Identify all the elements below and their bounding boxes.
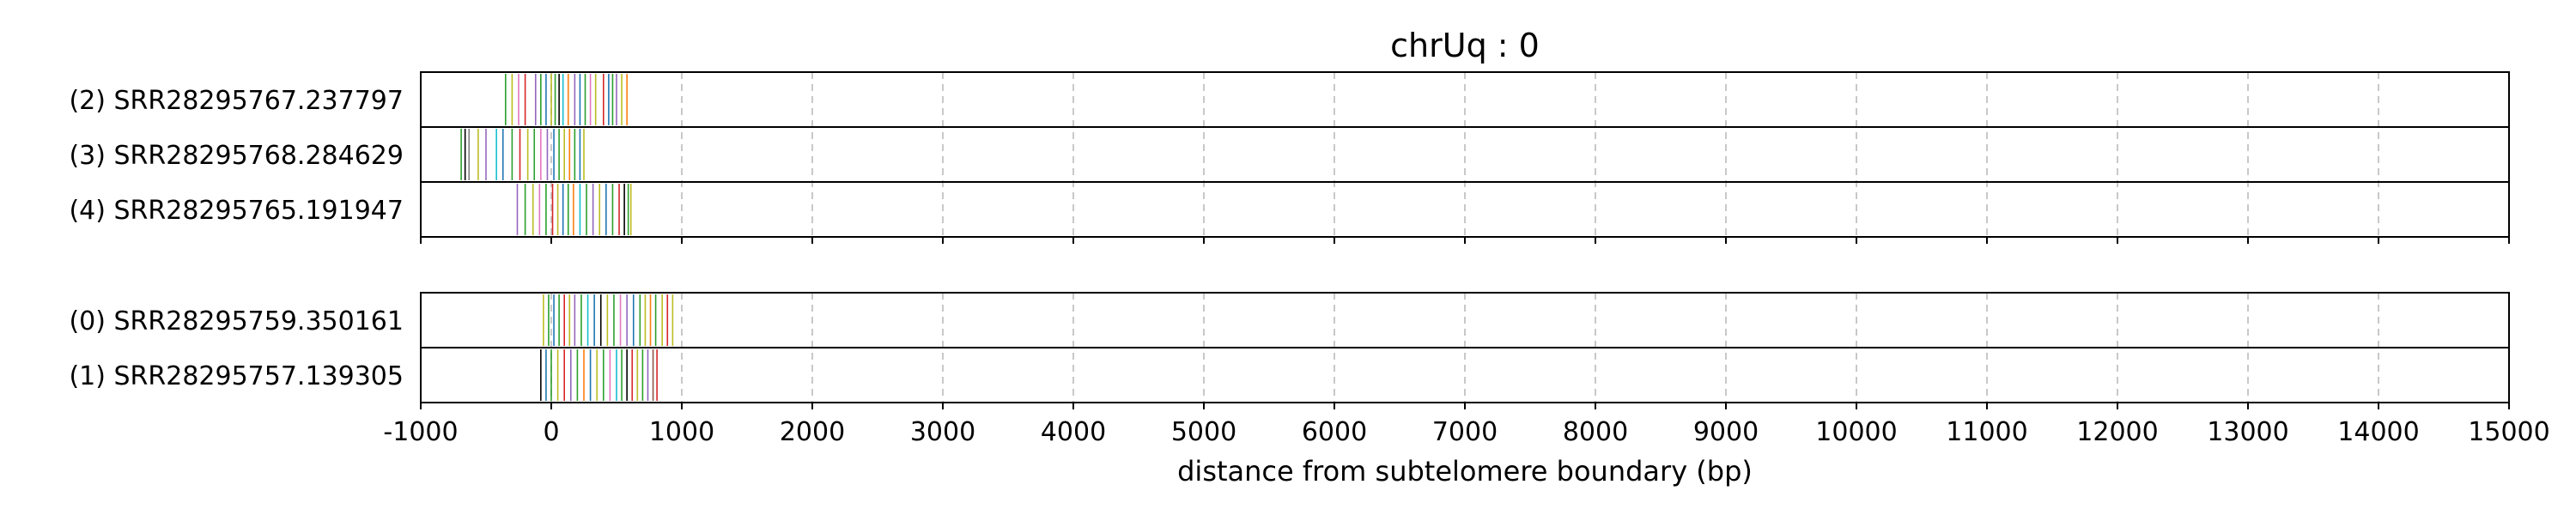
x-tick-label: 1000 [649,417,714,447]
read-label: (2) SRR28295767.237797 [69,86,404,116]
x-tick-label: -1000 [383,417,458,447]
x-tick-label: 2000 [780,417,845,447]
read-label: (1) SRR28295757.139305 [69,361,404,391]
x-tick-label: 10000 [1815,417,1897,447]
x-axis: -1000 0 1000 2000 3000 4000 5000 6000 7000 8000 90… [383,417,2549,447]
x-tick-label: 6000 [1302,417,1367,447]
x-tick-label: 0 [543,417,559,447]
read-label: (0) SRR28295759.350161 [69,306,404,336]
x-tick-label: 13000 [2207,417,2288,447]
marks-layer [460,74,674,401]
x-axis-label: distance from subtelomere boundary (bp) [1177,455,1753,488]
x-tick-label: 7000 [1432,417,1498,447]
chart-title: chrUq : 0 [1390,27,1540,64]
read-label: (4) SRR28295765.191947 [69,196,404,226]
x-tick-label: 3000 [910,417,975,447]
x-tick-label: 4000 [1041,417,1106,447]
x-tick-label: 8000 [1563,417,1628,447]
x-tick-label: 12000 [2076,417,2158,447]
labels-layer: (2) SRR28295767.237797 (3) SRR28295768.28… [69,86,404,391]
x-tick-label: 15000 [2468,417,2549,447]
x-tick-label: 9000 [1693,417,1759,447]
read-label: (3) SRR28295768.284629 [69,141,404,171]
x-tick-label: 14000 [2337,417,2419,447]
frames-layer [420,71,2510,409]
x-tick-label: 5000 [1171,417,1236,447]
x-tick-label: 11000 [1946,417,2027,447]
